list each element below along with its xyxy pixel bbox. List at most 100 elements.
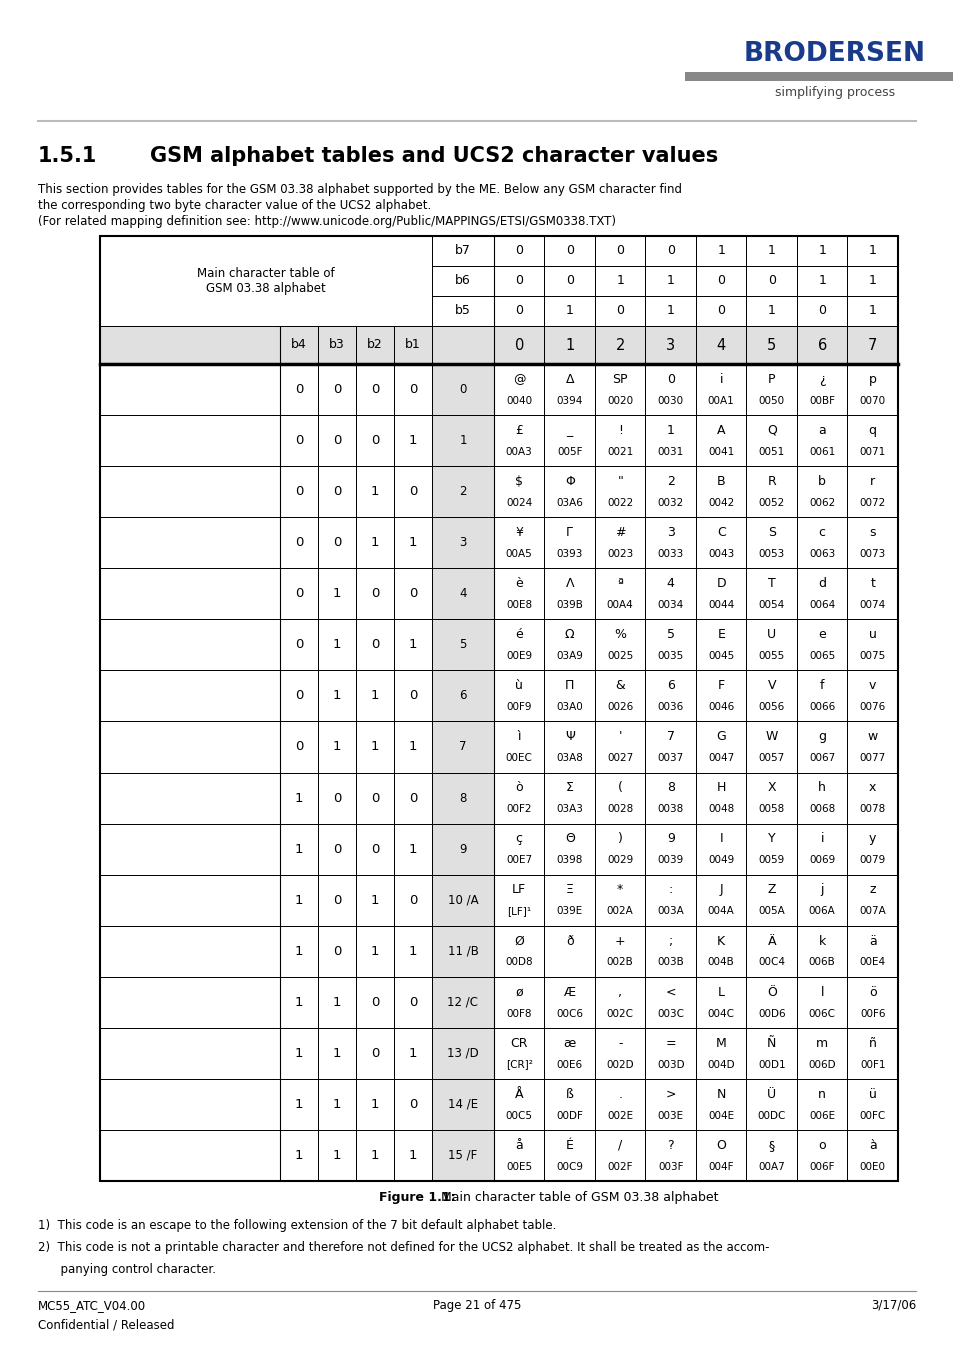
Text: 0056: 0056 bbox=[758, 703, 784, 712]
Text: 5: 5 bbox=[766, 338, 776, 353]
Bar bbox=[745, 874, 796, 925]
Bar bbox=[595, 296, 645, 326]
Bar bbox=[645, 266, 696, 296]
Bar bbox=[745, 466, 796, 517]
Text: 1: 1 bbox=[408, 434, 416, 447]
Bar bbox=[280, 619, 317, 670]
Bar bbox=[645, 363, 696, 415]
Bar bbox=[595, 670, 645, 721]
Text: 0069: 0069 bbox=[808, 855, 835, 866]
Bar bbox=[796, 773, 846, 824]
Text: 0: 0 bbox=[565, 274, 573, 288]
Text: w: w bbox=[866, 731, 877, 743]
Text: 1: 1 bbox=[333, 638, 341, 651]
Text: Figure 1.1:: Figure 1.1: bbox=[378, 1192, 456, 1204]
Text: 0: 0 bbox=[371, 843, 378, 855]
Text: (For related mapping definition see: http://www.unicode.org/Public/MAPPINGS/ETSI: (For related mapping definition see: htt… bbox=[38, 215, 616, 228]
Bar bbox=[355, 1079, 394, 1129]
Bar bbox=[100, 824, 280, 874]
Bar bbox=[796, 670, 846, 721]
Bar bbox=[280, 1028, 317, 1079]
Bar bbox=[317, 721, 355, 773]
Bar bbox=[544, 326, 595, 363]
Text: E: E bbox=[717, 628, 724, 642]
Bar bbox=[432, 415, 494, 466]
Bar bbox=[745, 1129, 796, 1181]
Text: Λ: Λ bbox=[565, 577, 574, 590]
Text: 8: 8 bbox=[666, 781, 674, 794]
Bar bbox=[846, 824, 897, 874]
Text: %: % bbox=[614, 628, 625, 642]
Bar bbox=[494, 326, 544, 363]
Text: 1: 1 bbox=[564, 338, 574, 353]
Bar bbox=[280, 670, 317, 721]
Text: M: M bbox=[715, 1036, 726, 1050]
Bar bbox=[544, 296, 595, 326]
Text: 1: 1 bbox=[333, 588, 341, 600]
Bar bbox=[595, 1079, 645, 1129]
Text: 14 /E: 14 /E bbox=[448, 1098, 477, 1111]
Text: .: . bbox=[618, 1088, 621, 1101]
Text: ø: ø bbox=[515, 986, 522, 998]
Text: ò: ò bbox=[515, 781, 522, 794]
Text: 1: 1 bbox=[408, 944, 416, 958]
Text: 0049: 0049 bbox=[707, 855, 734, 866]
Text: q: q bbox=[868, 424, 876, 436]
Text: 1: 1 bbox=[333, 689, 341, 703]
Bar bbox=[696, 569, 745, 619]
Text: 0020: 0020 bbox=[606, 396, 633, 405]
Text: 00F8: 00F8 bbox=[506, 1008, 532, 1019]
Text: 0065: 0065 bbox=[808, 651, 835, 661]
Bar bbox=[317, 363, 355, 415]
Bar bbox=[796, 721, 846, 773]
Text: 00A5: 00A5 bbox=[505, 549, 532, 559]
Text: 00DC: 00DC bbox=[757, 1111, 785, 1120]
Text: /: / bbox=[618, 1139, 621, 1152]
Bar bbox=[846, 670, 897, 721]
Text: 0077: 0077 bbox=[859, 754, 885, 763]
Text: :: : bbox=[668, 884, 672, 897]
Bar bbox=[494, 874, 544, 925]
Bar bbox=[432, 266, 494, 296]
Text: è: è bbox=[515, 577, 522, 590]
Text: A: A bbox=[717, 424, 724, 436]
Text: b: b bbox=[818, 476, 825, 488]
Text: m: m bbox=[816, 1036, 827, 1050]
Bar bbox=[645, 824, 696, 874]
Text: 0: 0 bbox=[371, 996, 378, 1009]
Bar bbox=[432, 569, 494, 619]
Bar bbox=[846, 925, 897, 977]
Text: 0034: 0034 bbox=[657, 600, 683, 611]
Text: 0024: 0024 bbox=[506, 499, 532, 508]
Text: G: G bbox=[716, 731, 725, 743]
Bar bbox=[432, 236, 494, 266]
Bar bbox=[595, 569, 645, 619]
Bar bbox=[696, 721, 745, 773]
Text: 0026: 0026 bbox=[606, 703, 633, 712]
Text: Φ: Φ bbox=[564, 476, 574, 488]
Text: 9: 9 bbox=[666, 832, 674, 846]
Text: 0075: 0075 bbox=[859, 651, 885, 661]
Text: 1: 1 bbox=[408, 536, 416, 550]
Text: g: g bbox=[818, 731, 825, 743]
Bar bbox=[280, 721, 317, 773]
Text: å: å bbox=[515, 1139, 522, 1152]
Text: 9: 9 bbox=[458, 843, 466, 855]
Text: 0: 0 bbox=[616, 304, 623, 317]
Bar bbox=[317, 925, 355, 977]
Bar bbox=[846, 363, 897, 415]
Text: 0: 0 bbox=[371, 1047, 378, 1059]
Bar bbox=[355, 569, 394, 619]
Text: 1)  This code is an escape to the following extension of the 7 bit default alpha: 1) This code is an escape to the followi… bbox=[38, 1219, 556, 1232]
Bar bbox=[394, 1028, 432, 1079]
Text: 1: 1 bbox=[371, 536, 379, 550]
Text: 1: 1 bbox=[616, 274, 623, 288]
Bar bbox=[494, 296, 544, 326]
Text: 003F: 003F bbox=[658, 1162, 682, 1171]
Text: Æ: Æ bbox=[563, 986, 576, 998]
Text: 0: 0 bbox=[409, 1098, 416, 1111]
Text: s: s bbox=[868, 526, 875, 539]
Bar bbox=[317, 1079, 355, 1129]
Text: Π: Π bbox=[564, 680, 574, 692]
Bar bbox=[645, 670, 696, 721]
